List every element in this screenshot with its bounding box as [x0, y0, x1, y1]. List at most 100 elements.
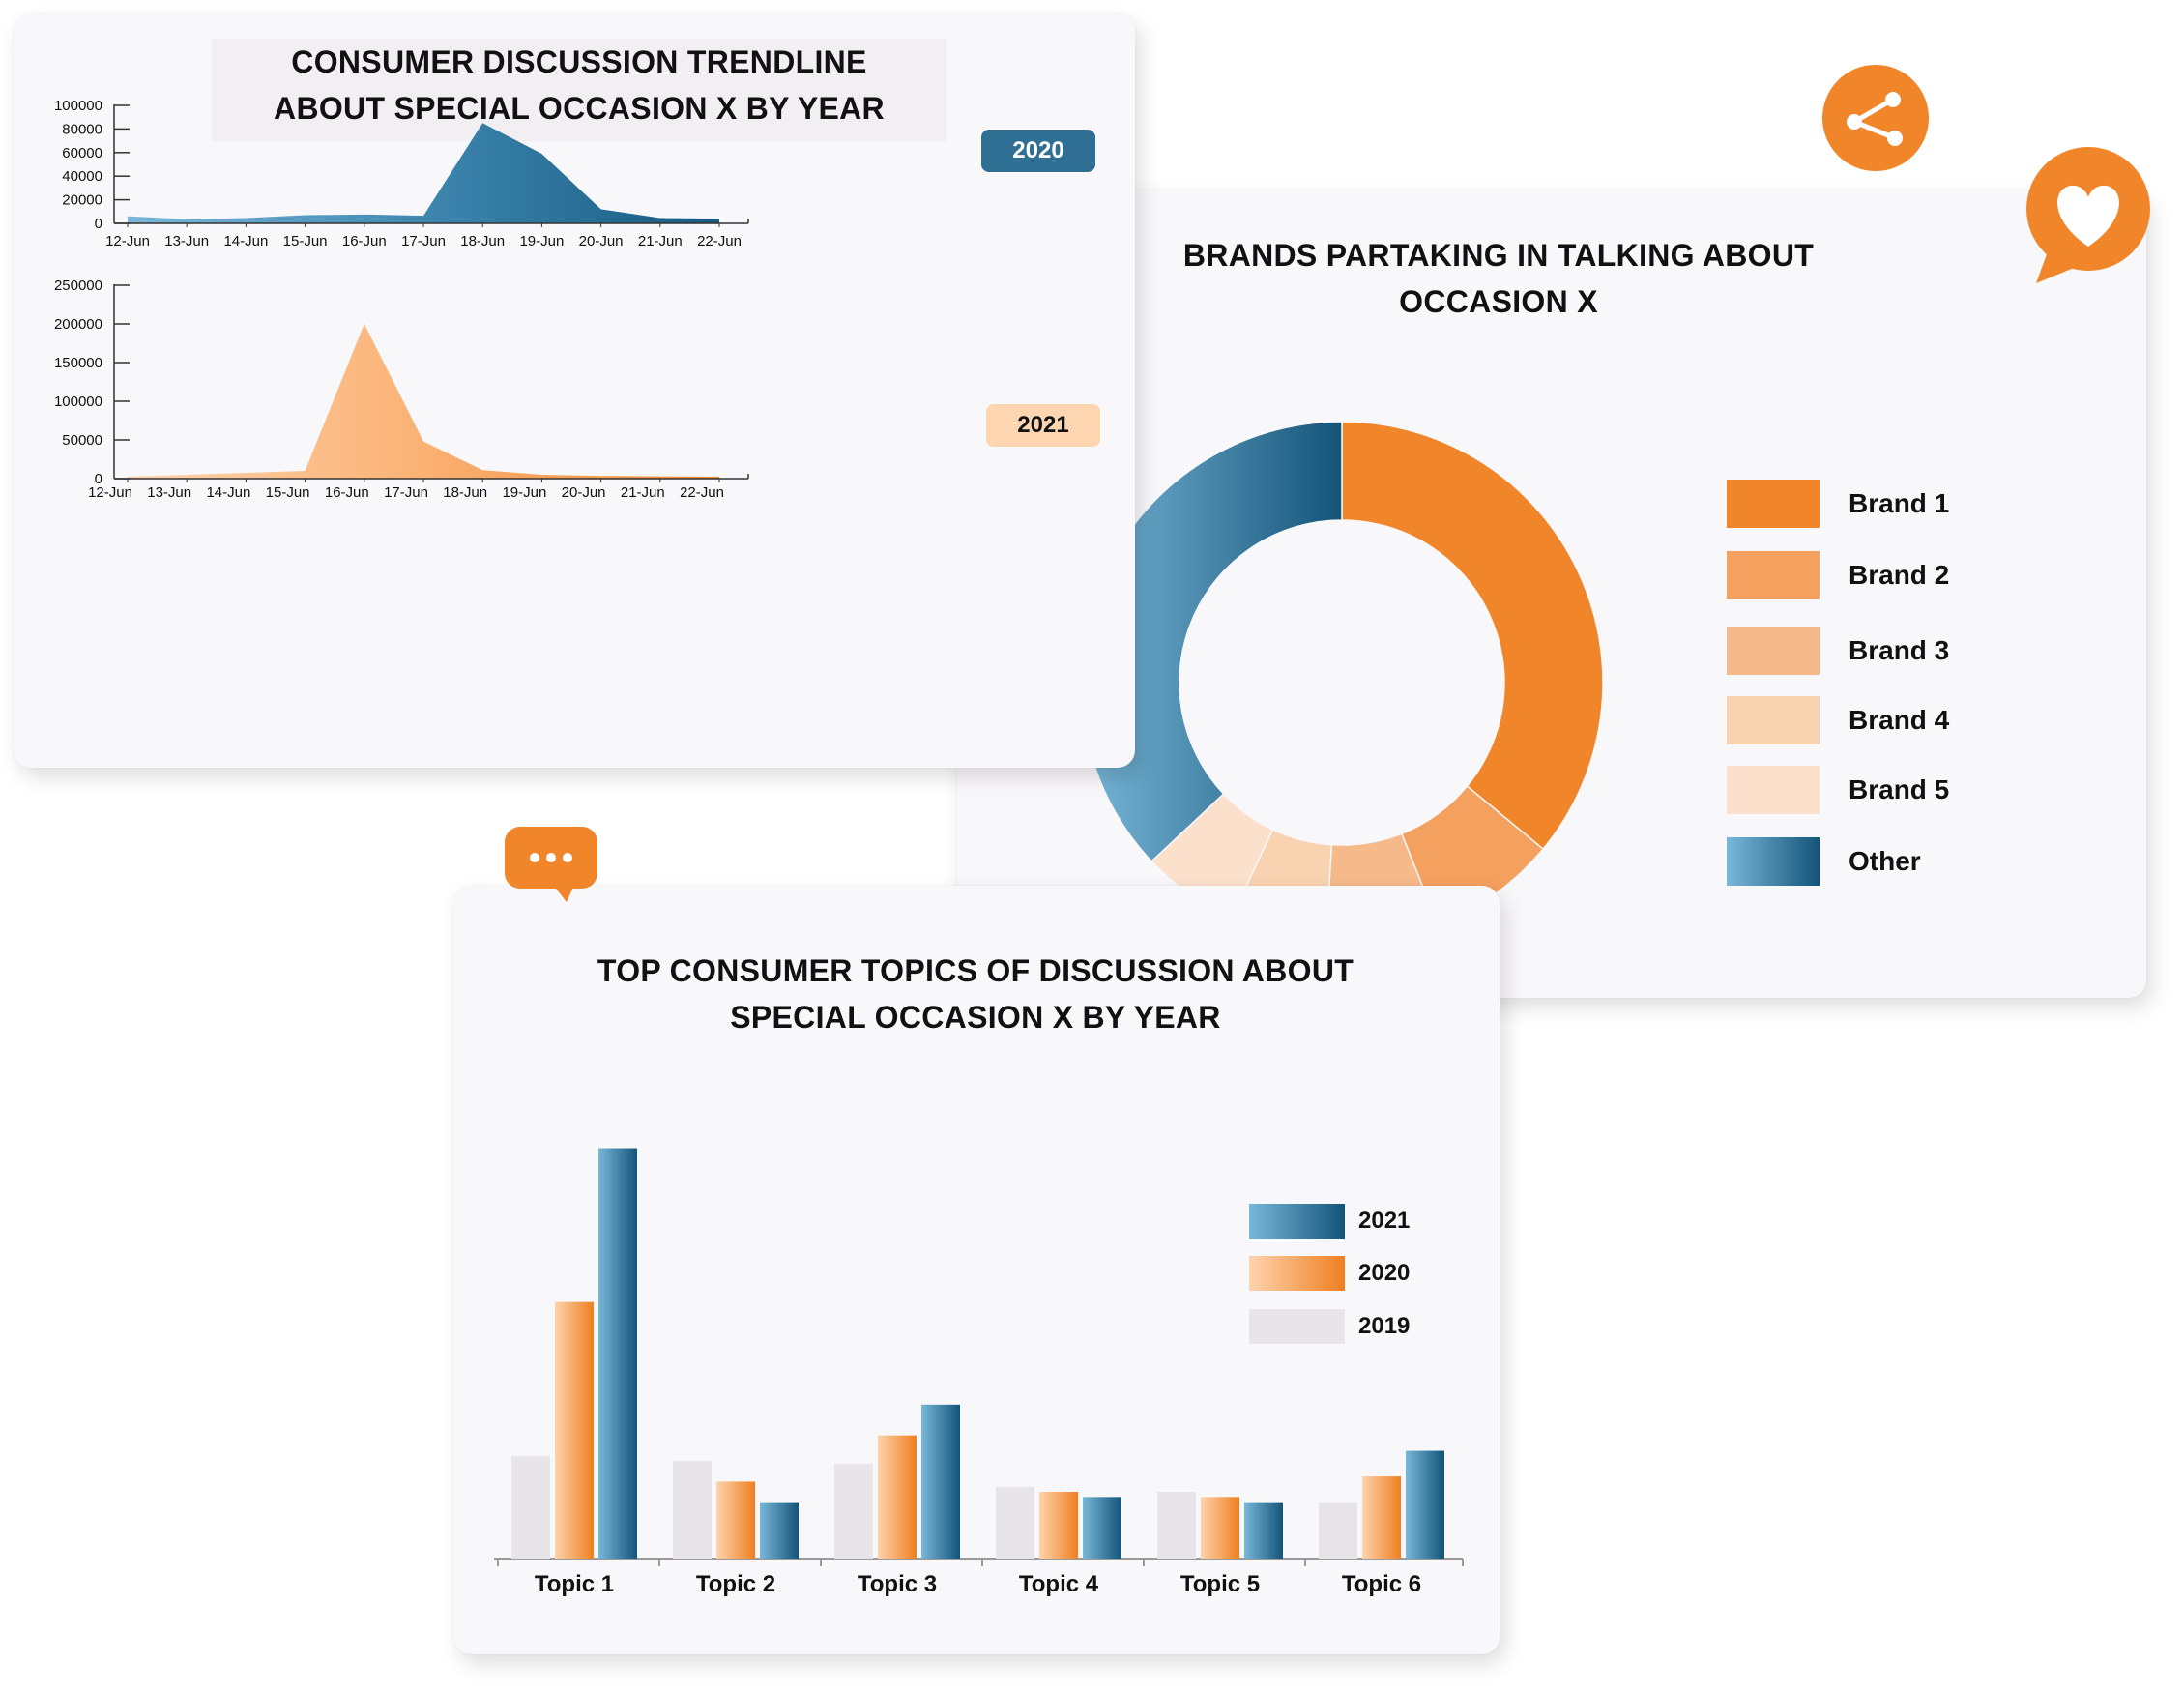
- legend-item-brand-5[interactable]: Brand 5: [1727, 766, 1949, 814]
- topic-bar-2019: [834, 1463, 873, 1559]
- topics-title-line2: SPECIAL OCCASION X BY YEAR: [730, 1000, 1221, 1035]
- topic-bar-2020: [878, 1435, 917, 1559]
- trend-y-tick-label-2020: 60000: [62, 145, 102, 161]
- topics-bar-chart: Topic 1 Topic 2 Topic 3 Topic 4 Topic 5 Topic…: [494, 1148, 1464, 1597]
- topics-title-line1: TOP CONSUMER TOPICS OF DISCUSSION ABOUT: [597, 953, 1354, 988]
- topics-legend-item-2020[interactable]: 2020: [1249, 1256, 1410, 1291]
- badge-2020[interactable]: 2020: [981, 130, 1095, 172]
- trend-area-2021: [128, 324, 719, 479]
- legend-label: 2020: [1358, 1260, 1411, 1286]
- trend-y-tick-label-2021: 100000: [54, 394, 102, 410]
- share-icon[interactable]: [1821, 64, 1930, 172]
- topic-bar-2019: [673, 1461, 712, 1559]
- legend-swatch: [1727, 480, 1820, 528]
- trend-y-tick-label-2021: 250000: [54, 277, 102, 294]
- topics-card: TOP CONSUMER TOPICS OF DISCUSSION ABOUT …: [453, 886, 1500, 1654]
- topic-bar-2019: [1157, 1492, 1196, 1559]
- topic-bar-2020: [555, 1301, 594, 1559]
- legend-swatch: [1727, 837, 1820, 886]
- trend-x-tick-label-2021: 12-Jun: [88, 484, 132, 501]
- legend-item-brand-2[interactable]: Brand 2: [1727, 551, 1949, 599]
- legend-label: Brand 4: [1849, 705, 1950, 735]
- legend-label: Brand 1: [1849, 488, 1950, 518]
- legend-item-brand-3[interactable]: Brand 3: [1727, 627, 1949, 675]
- chat-bubble-icon[interactable]: [503, 825, 599, 904]
- brands-title-line2: OCCASION X: [1399, 284, 1598, 319]
- trend-x-tick-label-2020: 17-Jun: [401, 233, 446, 249]
- legend-label: Brand 2: [1849, 560, 1950, 590]
- trend-x-tick-label-2021: 16-Jun: [325, 484, 369, 501]
- trend-y-tick-label-2020: 20000: [62, 192, 102, 209]
- topic-bar-2021: [598, 1148, 637, 1559]
- topics-legend-item-2019[interactable]: 2019: [1249, 1309, 1410, 1344]
- heart-icon[interactable]: [2021, 145, 2156, 288]
- topics-x-label: Topic 1: [535, 1571, 614, 1597]
- legend-item-brand-1[interactable]: Brand 1: [1727, 480, 1949, 528]
- trend-title: CONSUMER DISCUSSION TRENDLINE ABOUT SPEC…: [212, 39, 946, 131]
- trend-x-tick-label-2020: 19-Jun: [519, 233, 564, 249]
- trend-y-tick-label-2021: 150000: [54, 355, 102, 371]
- trend-x-tick-label-2020: 22-Jun: [697, 233, 742, 249]
- legend-swatch: [1249, 1309, 1345, 1344]
- trend-y-tick-label-2021: 200000: [54, 316, 102, 333]
- topic-bar-2021: [1083, 1497, 1121, 1559]
- trend-x-tick-label-2021: 15-Jun: [266, 484, 310, 501]
- legend-swatch: [1727, 696, 1820, 744]
- topics-x-label: Topic 5: [1180, 1571, 1260, 1597]
- topics-x-label: Topic 2: [696, 1571, 775, 1597]
- trend-y-tick-label-2020: 0: [95, 216, 102, 232]
- topic-bar-2019: [1319, 1502, 1357, 1559]
- legend-label: Brand 3: [1849, 635, 1950, 665]
- trend-card: CONSUMER DISCUSSION TRENDLINE ABOUT SPEC…: [14, 14, 1135, 768]
- trend-x-tick-label-2020: 15-Jun: [283, 233, 328, 249]
- trend-area-2020: [128, 123, 719, 223]
- topics-legend-item-2021[interactable]: 2021: [1249, 1204, 1410, 1239]
- trend-x-tick-label-2021: 13-Jun: [147, 484, 191, 501]
- legend-item-other[interactable]: Other: [1727, 837, 1921, 886]
- topic-bar-2020: [716, 1481, 755, 1559]
- trend-x-tick-label-2020: 13-Jun: [164, 233, 209, 249]
- trend-x-tick-label-2021: 14-Jun: [206, 484, 250, 501]
- donut-slice-brand-1: [1341, 421, 1604, 851]
- legend-label: 2019: [1358, 1313, 1411, 1339]
- trend-x-tick-label-2020: 21-Jun: [638, 233, 683, 249]
- trend-x-tick-label-2021: 19-Jun: [502, 484, 546, 501]
- brands-donut-chart: [1080, 421, 1604, 945]
- badge-2021[interactable]: 2021: [986, 404, 1100, 447]
- topic-bar-2019: [511, 1455, 550, 1559]
- legend-swatch: [1249, 1204, 1345, 1239]
- topic-bar-2021: [921, 1404, 960, 1559]
- trend-x-tick-label-2020: 16-Jun: [342, 233, 387, 249]
- trend-y-tick-label-2021: 0: [95, 471, 102, 487]
- trend-y-tick-label-2021: 50000: [62, 432, 102, 449]
- trend-y-tick-label-2020: 40000: [62, 168, 102, 185]
- trend-x-tick-label-2020: 18-Jun: [460, 233, 505, 249]
- trend-x-tick-label-2021: 20-Jun: [562, 484, 606, 501]
- legend-swatch: [1727, 551, 1820, 599]
- legend-label: Other: [1849, 846, 1921, 876]
- topics-x-label: Topic 3: [858, 1571, 937, 1597]
- legend-swatch: [1727, 627, 1820, 675]
- topics-x-label: Topic 6: [1342, 1571, 1421, 1597]
- topic-bar-2020: [1362, 1476, 1401, 1559]
- topic-bar-2021: [1406, 1450, 1444, 1559]
- topic-bar-2021: [760, 1502, 799, 1559]
- brands-title-line1: BRANDS PARTAKING IN TALKING ABOUT: [1182, 238, 1815, 273]
- trend-x-tick-label-2021: 21-Jun: [621, 484, 665, 501]
- legend-label: Brand 5: [1849, 774, 1950, 804]
- legend-item-brand-4[interactable]: Brand 4: [1727, 696, 1949, 744]
- trend-x-tick-label-2020: 20-Jun: [579, 233, 624, 249]
- brands-card: BRANDS PARTAKING IN TALKING ABOUT OCCASI…: [957, 190, 2146, 998]
- topic-bar-2019: [996, 1486, 1034, 1559]
- trend-x-tick-label-2020: 14-Jun: [223, 233, 268, 249]
- trend-x-tick-label-2021: 22-Jun: [680, 484, 724, 501]
- legend-swatch: [1727, 766, 1820, 814]
- trend-y-tick-label-2020: 80000: [62, 121, 102, 137]
- topic-bar-2020: [1039, 1492, 1078, 1559]
- trend-title-background: [212, 39, 946, 141]
- topics-x-label: Topic 4: [1019, 1571, 1099, 1597]
- trend-title-line1: CONSUMER DISCUSSION TRENDLINE: [291, 44, 867, 79]
- topics-title: TOP CONSUMER TOPICS OF DISCUSSION ABOUT …: [540, 948, 1411, 1040]
- trend-y-tick-label-2020: 100000: [54, 98, 102, 114]
- trend-charts: 0 20000 40000 60000 80000 100000 12-Jun 13-Jun 1…: [54, 98, 749, 501]
